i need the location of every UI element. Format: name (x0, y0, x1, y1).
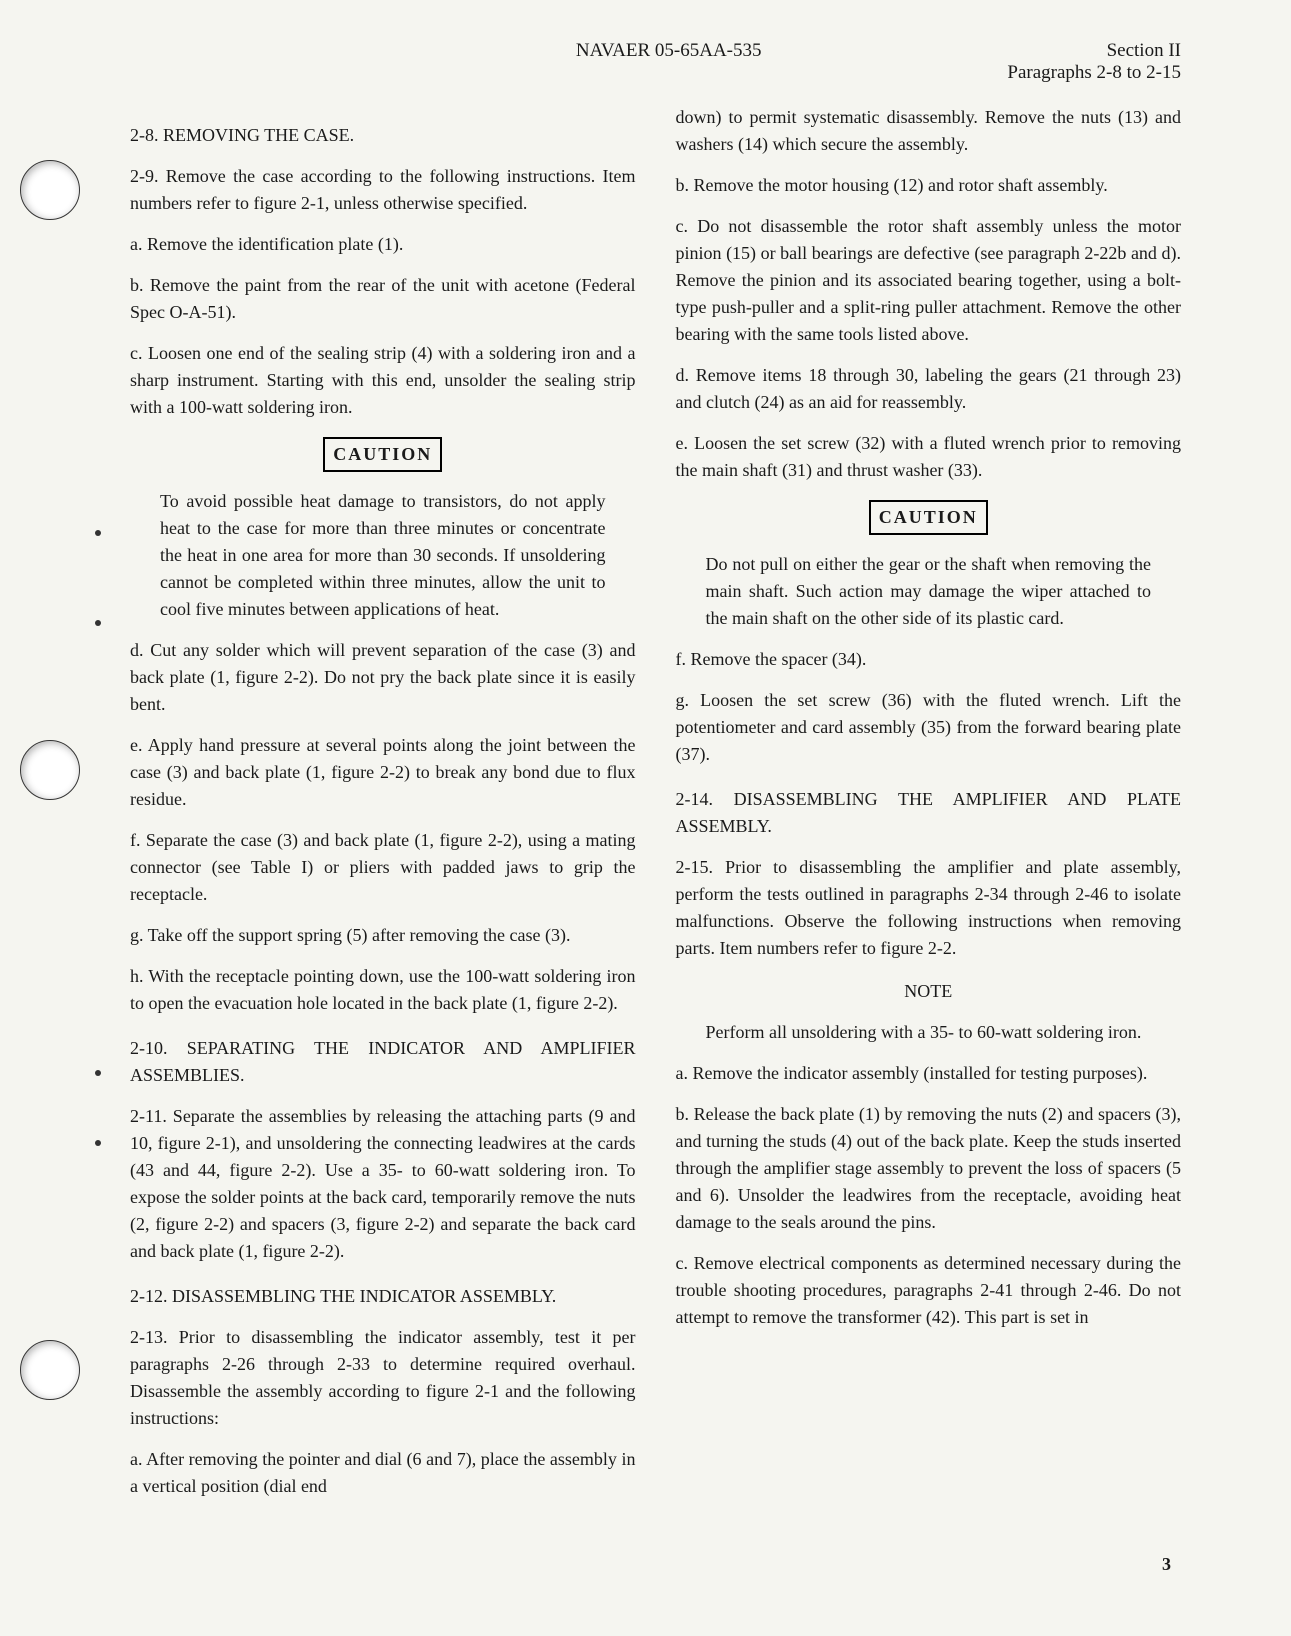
para-2-13g: g. Loosen the set screw (36) with the fl… (676, 687, 1182, 768)
para-2-9f: f. Separate the case (3) and back plate … (130, 827, 636, 908)
para-2-15a: a. Remove the indicator assembly (instal… (676, 1060, 1182, 1087)
para-2-13d: d. Remove items 18 through 30, labeling … (676, 362, 1182, 416)
section-2-10-title: 2-10. SEPARATING THE INDICATOR AND AMPLI… (130, 1035, 636, 1089)
punch-hole (20, 160, 80, 220)
para-2-9: 2-9. Remove the case according to the fo… (130, 163, 636, 217)
para-2-13b: b. Remove the motor housing (12) and rot… (676, 172, 1182, 199)
para-2-9a: a. Remove the identification plate (1). (130, 231, 636, 258)
mark-dot (95, 1140, 101, 1146)
column-right: down) to permit systematic disassembly. … (676, 104, 1182, 1514)
section-2-12-title: 2-12. DISASSEMBLING THE INDICATOR ASSEMB… (130, 1283, 636, 1310)
mark-dot (95, 530, 101, 536)
punch-hole (20, 740, 80, 800)
note-text: Perform all unsoldering with a 35- to 60… (706, 1019, 1152, 1046)
punch-hole (20, 1340, 80, 1400)
para-2-15: 2-15. Prior to disassembling the amplifi… (676, 854, 1182, 962)
doc-number: NAVAER 05-65AA-535 (130, 40, 1007, 84)
caution-label: CAUTION (869, 500, 988, 535)
mark-dot (95, 1070, 101, 1076)
section-2-14-title: 2-14. DISASSEMBLING THE AMPLIFIER AND PL… (676, 786, 1182, 840)
mark-dot (95, 620, 101, 626)
caution-1-text: To avoid possible heat damage to transis… (160, 488, 606, 623)
para-2-13a-cont: down) to permit systematic disassembly. … (676, 104, 1182, 158)
caution-box-1: CAUTION (130, 437, 636, 472)
para-2-13c: c. Do not disassemble the rotor shaft as… (676, 213, 1182, 348)
para-2-9b: b. Remove the paint from the rear of the… (130, 272, 636, 326)
para-2-9g: g. Take off the support spring (5) after… (130, 922, 636, 949)
page-container: NAVAER 05-65AA-535 Section II Paragraphs… (30, 40, 1261, 1575)
para-2-13f: f. Remove the spacer (34). (676, 646, 1182, 673)
caution-2-text: Do not pull on either the gear or the sh… (706, 551, 1152, 632)
content-area: 2-8. REMOVING THE CASE. 2-9. Remove the … (30, 104, 1261, 1514)
para-2-15b: b. Release the back plate (1) by removin… (676, 1101, 1182, 1236)
page-number: 3 (30, 1514, 1261, 1575)
section-label: Section II (1007, 40, 1181, 62)
para-2-15c: c. Remove electrical components as deter… (676, 1250, 1182, 1331)
header-right: Section II Paragraphs 2-8 to 2-15 (1007, 40, 1181, 84)
note-label: NOTE (676, 978, 1182, 1005)
para-2-9h: h. With the receptacle pointing down, us… (130, 963, 636, 1017)
para-2-13e: e. Loosen the set screw (32) with a flut… (676, 430, 1182, 484)
section-2-8-title: 2-8. REMOVING THE CASE. (130, 122, 636, 149)
column-left: 2-8. REMOVING THE CASE. 2-9. Remove the … (130, 104, 636, 1514)
caution-box-2: CAUTION (676, 500, 1182, 535)
para-2-13a: a. After removing the pointer and dial (… (130, 1446, 636, 1500)
para-2-11: 2-11. Separate the assemblies by releasi… (130, 1103, 636, 1265)
para-2-9e: e. Apply hand pressure at several points… (130, 732, 636, 813)
para-2-9d: d. Cut any solder which will prevent sep… (130, 637, 636, 718)
page-header: NAVAER 05-65AA-535 Section II Paragraphs… (30, 40, 1261, 104)
para-2-9c: c. Loosen one end of the sealing strip (… (130, 340, 636, 421)
para-2-13: 2-13. Prior to disassembling the indicat… (130, 1324, 636, 1432)
paragraph-range: Paragraphs 2-8 to 2-15 (1007, 62, 1181, 84)
caution-label: CAUTION (323, 437, 442, 472)
